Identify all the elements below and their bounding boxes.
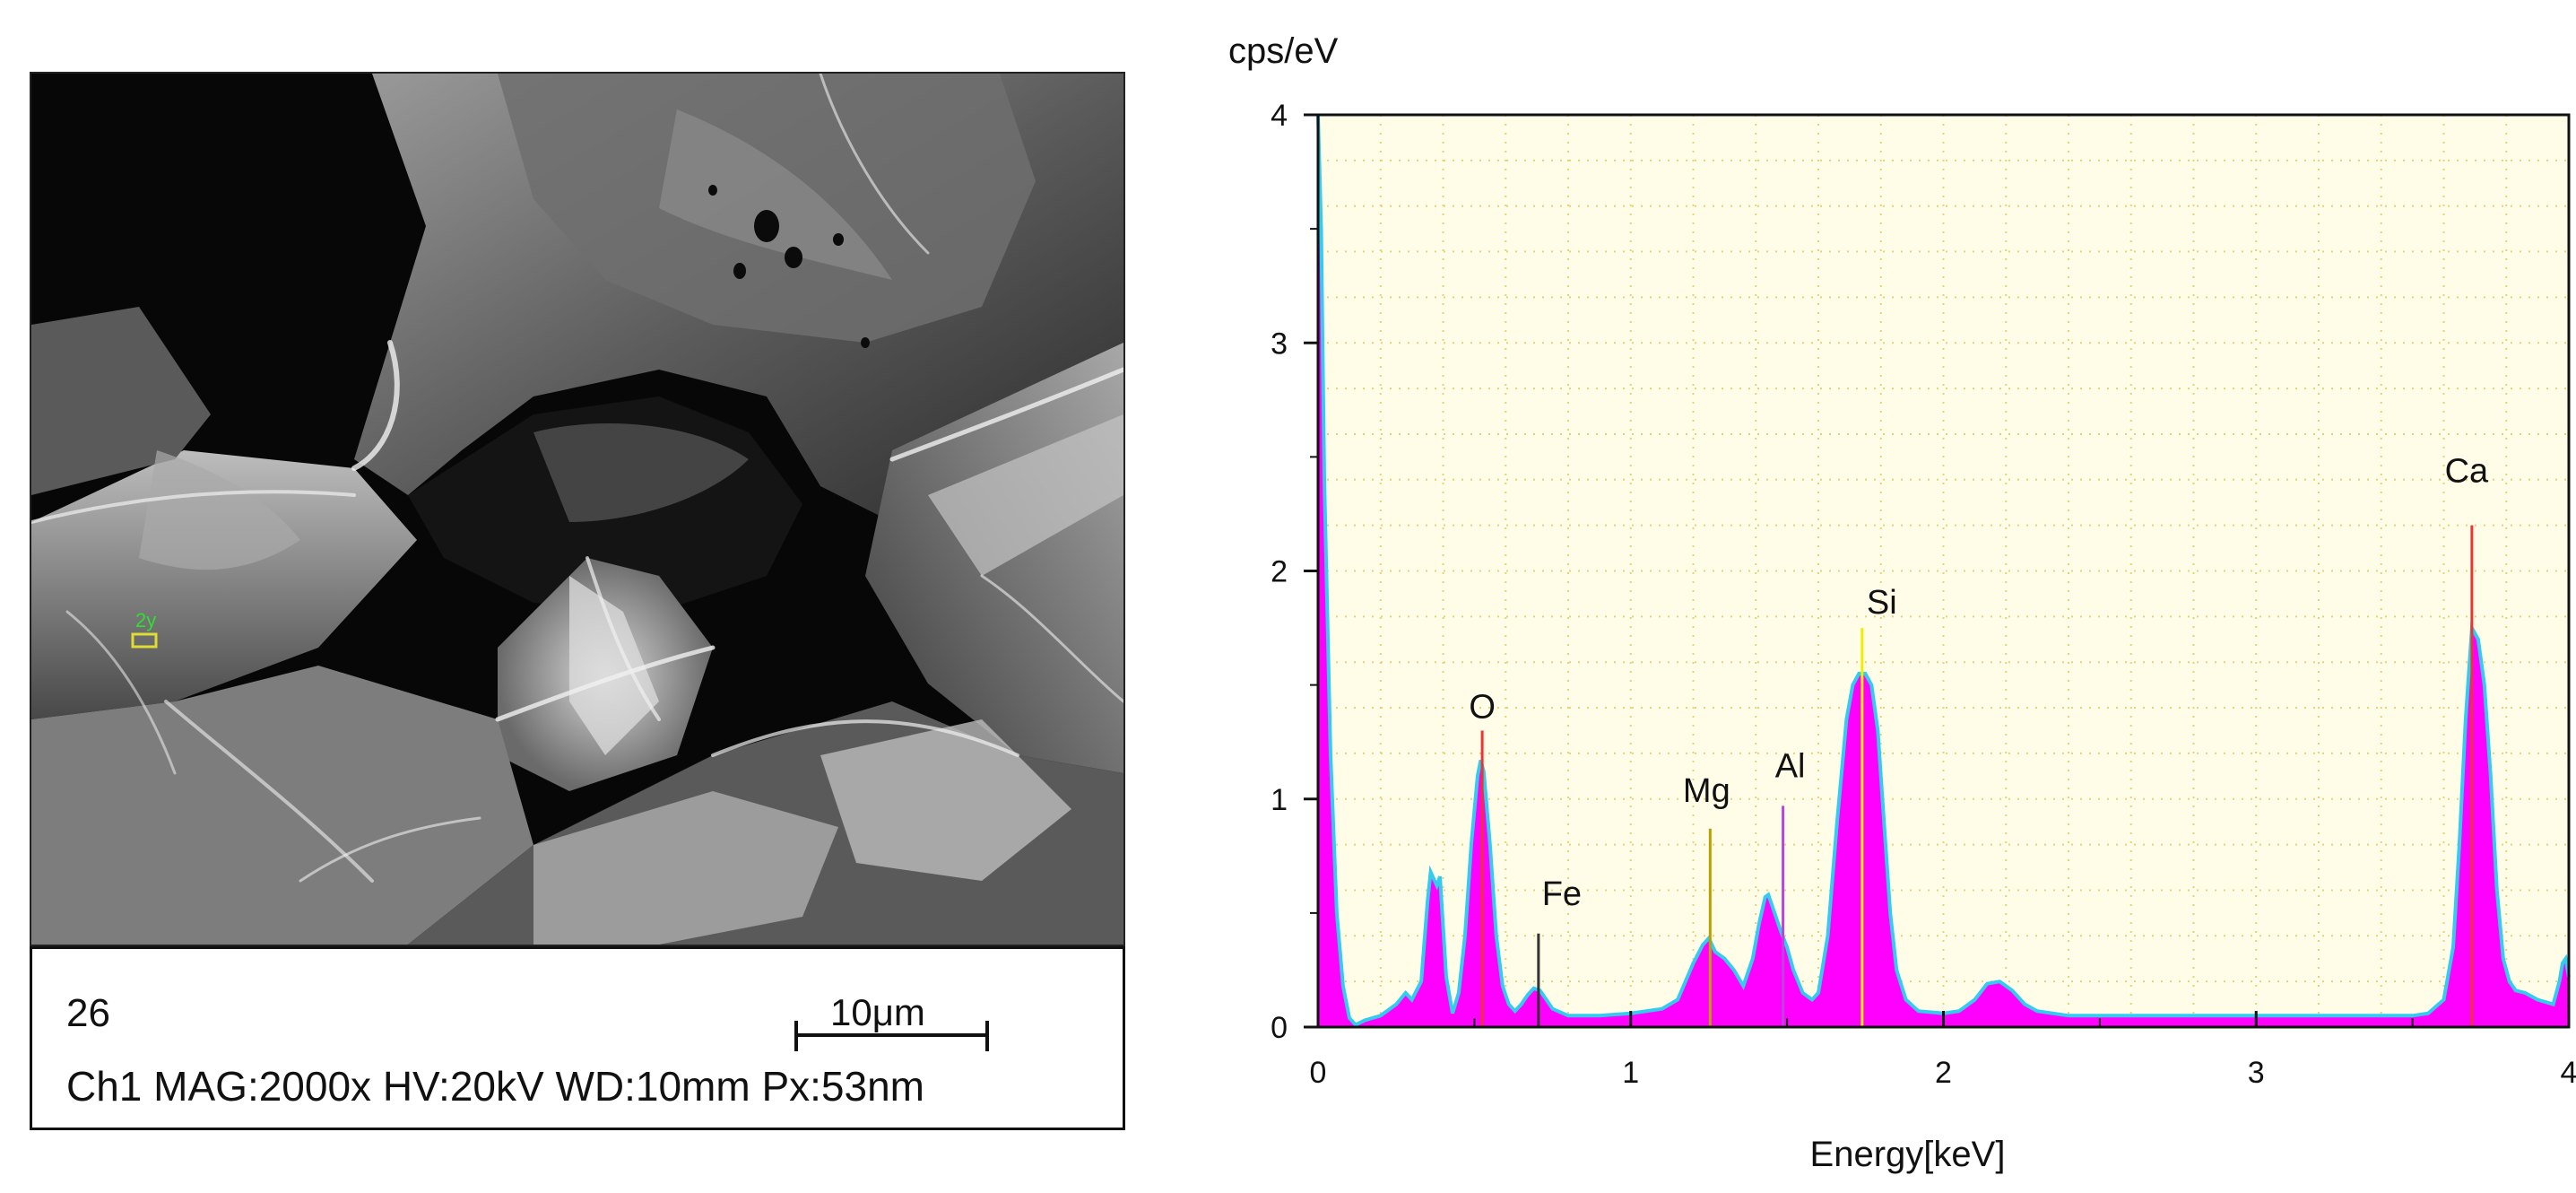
y-tick-label: 2 xyxy=(1271,555,1288,589)
axis-ticks: 0 1 2 3 4 0 1 2 3 4 xyxy=(1271,99,2576,1090)
analysis-marker-label: 2y xyxy=(135,609,156,631)
peak-markers: O Fe Mg Al Si Ca xyxy=(1469,453,2489,1027)
eds-spectrum-chart: O Fe Mg Al Si Ca 0 1 2 3 4 0 1 2 3 4 cps/eV Energy[keV… xyxy=(1193,0,2576,1193)
x-tick-label: 3 xyxy=(2248,1056,2265,1090)
peak-label-al: Al xyxy=(1775,747,1806,785)
sem-panel: 2y 26 10μm Ch1 MAG:2000x HV:20kV WD:10mm… xyxy=(30,72,1125,1130)
sem-micrograph: 2y xyxy=(30,72,1125,946)
x-tick-label: 0 xyxy=(1310,1056,1327,1090)
analysis-marker-box xyxy=(131,632,158,649)
peak-label-fe: Fe xyxy=(1542,875,1582,913)
scale-bar-label: 10μm xyxy=(830,991,925,1033)
y-tick-label: 4 xyxy=(1271,99,1288,133)
x-tick-label: 2 xyxy=(1935,1056,1952,1090)
scale-bar: 10μm xyxy=(794,991,992,1051)
plot-background xyxy=(1318,115,2569,1027)
sem-frame-id: 26 xyxy=(66,991,110,1035)
eds-spectrum-svg: O Fe Mg Al Si Ca 0 1 2 3 4 0 1 2 3 4 cps/eV Energy[keV… xyxy=(1228,31,2576,1174)
scale-bar-tick-left xyxy=(794,1021,798,1051)
x-tick-label: 1 xyxy=(1622,1056,1639,1090)
y-tick-label: 0 xyxy=(1271,1011,1288,1045)
peak-label-ca: Ca xyxy=(2445,453,2489,491)
spectrum-outline xyxy=(1316,114,2571,1027)
sem-acquisition-params: Ch1 MAG:2000x HV:20kV WD:10mm Px:53nm xyxy=(66,1063,924,1110)
sem-micrograph-texture: 2y xyxy=(31,74,1123,945)
x-axis-label: Energy[keV] xyxy=(1810,1135,2006,1174)
y-tick-label: 1 xyxy=(1271,783,1288,817)
peak-label-si: Si xyxy=(1867,584,1897,622)
sem-info-bar: 26 10μm Ch1 MAG:2000x HV:20kV WD:10mm Px… xyxy=(30,946,1125,1130)
scale-bar-line xyxy=(794,1033,988,1037)
y-axis-label: cps/eV xyxy=(1228,31,1339,71)
scale-bar-tick-right xyxy=(985,1021,989,1051)
peak-label-o: O xyxy=(1469,688,1496,726)
peak-label-mg: Mg xyxy=(1683,772,1730,810)
x-tick-label: 4 xyxy=(2561,1056,2576,1090)
y-tick-label: 3 xyxy=(1271,327,1288,361)
